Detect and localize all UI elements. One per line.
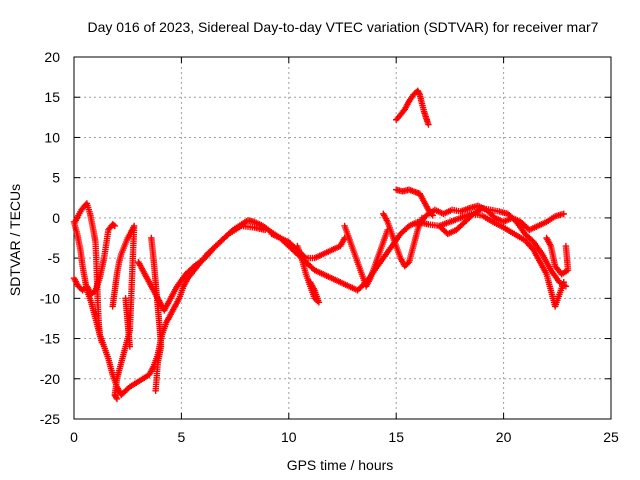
data-point-track-p — [562, 242, 570, 250]
x-axis-label: GPS time / hours — [287, 457, 394, 473]
y-tick-label: 0 — [52, 210, 60, 226]
data-point-track-b — [111, 222, 119, 230]
data-point-track-e — [224, 232, 231, 239]
data-point-track-l — [425, 121, 432, 128]
y-tick-label: 5 — [52, 170, 60, 186]
data-point-track-b — [110, 221, 117, 229]
data-point-track-d — [113, 394, 120, 401]
axis-ticks: 0 5 10 15 20 25 -25 -20 -15 -10 -5 0 5 10 15 20 — [40, 49, 619, 445]
y-tick-label: -5 — [48, 250, 61, 266]
x-tick-label: 10 — [281, 429, 297, 445]
data-point-track-n — [562, 283, 570, 290]
data-point-track-d — [113, 395, 121, 403]
x-tick-label: 20 — [496, 429, 512, 445]
y-tick-label: -25 — [40, 411, 60, 427]
y-tick-label: -20 — [40, 371, 60, 387]
data-point-track-o — [341, 234, 348, 242]
data-point-track-o — [301, 253, 308, 260]
data-point-track-f — [152, 387, 159, 395]
y-tick-label: 15 — [44, 89, 60, 105]
x-tick-label: 5 — [178, 429, 186, 445]
x-tick-label: 0 — [70, 429, 78, 445]
x-tick-label: 25 — [603, 429, 619, 445]
x-tick-label: 15 — [388, 429, 404, 445]
data-point-track-g — [126, 343, 134, 350]
y-tick-label: 10 — [44, 129, 60, 145]
y-tick-label: 20 — [44, 49, 60, 65]
data-point-track-e — [261, 226, 269, 234]
chart-title: Day 016 of 2023, Sidereal Day-to-day VTE… — [88, 19, 599, 35]
y-tick-label: -15 — [40, 331, 60, 347]
data-point-track-l — [415, 90, 423, 97]
data-point-track-h — [307, 279, 314, 286]
y-axis-label: SDTVAR / TECUs — [7, 184, 23, 296]
data-points — [70, 87, 572, 403]
y-tick-label: -10 — [40, 290, 60, 306]
data-point-track-c — [98, 339, 106, 346]
data-point-track-m — [560, 210, 567, 218]
data-point-track-j — [404, 260, 411, 267]
plot-frame — [73, 56, 612, 420]
